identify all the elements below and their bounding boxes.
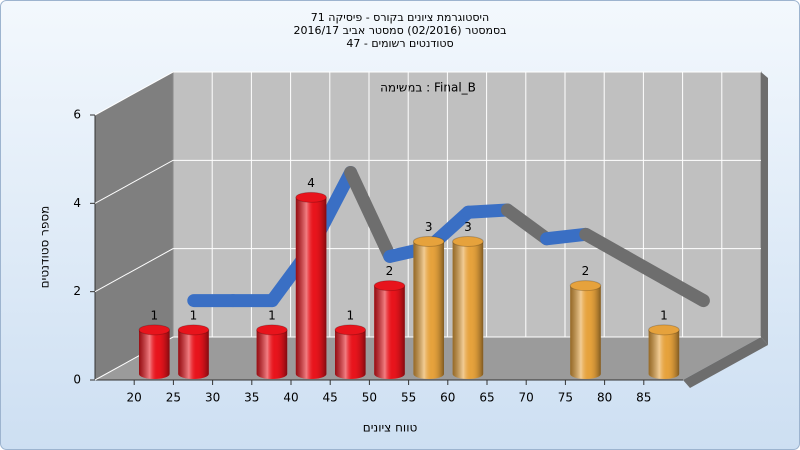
value-label: 1 xyxy=(268,308,276,322)
y-axis-label: מספר סטודנטים xyxy=(38,206,52,289)
x-tick-label: 85 xyxy=(636,391,651,405)
title-line: סטודנטים רשומים - 47 xyxy=(346,37,453,50)
bar-top xyxy=(138,324,171,336)
bar-shade xyxy=(570,285,601,379)
bar-top xyxy=(569,280,602,292)
value-label: 2 xyxy=(386,264,394,278)
y-tick-label: 0 xyxy=(73,373,81,387)
y-tick-label: 4 xyxy=(73,196,81,210)
x-tick-label: 55 xyxy=(401,391,416,405)
value-label: 1 xyxy=(150,308,158,322)
floor-edge xyxy=(683,337,768,388)
y-tick-label: 2 xyxy=(73,284,81,298)
value-label: 3 xyxy=(464,220,472,234)
value-label: 1 xyxy=(346,308,354,322)
x-tick-label: 60 xyxy=(440,391,455,405)
wall-edge xyxy=(761,72,768,345)
bar-shade xyxy=(139,329,170,379)
trend-ribbon xyxy=(540,227,593,246)
bar-shade xyxy=(648,329,680,379)
bar-top xyxy=(412,236,445,247)
bar-top xyxy=(452,236,484,247)
left-wall xyxy=(95,72,173,380)
x-tick-label: 75 xyxy=(558,391,573,405)
bar-shade xyxy=(413,241,444,379)
annotation: במשימה : Final_B xyxy=(380,81,476,95)
x-tick-label: 35 xyxy=(244,391,259,405)
bar-shade xyxy=(178,329,209,379)
x-tick-label: 30 xyxy=(205,391,220,405)
title-line: בסמסטר (02/2016) סמסטר אביב 2016/17 xyxy=(293,24,506,37)
trend-ribbon xyxy=(461,203,514,219)
trend-ribbon xyxy=(618,249,671,285)
x-tick-label: 20 xyxy=(127,391,142,405)
x-axis-label: טווח ציונים xyxy=(363,421,418,435)
x-tick-label: 40 xyxy=(283,391,298,405)
bar-shade xyxy=(452,241,484,379)
trend-ribbon xyxy=(657,272,710,308)
x-tick-label: 70 xyxy=(519,391,534,405)
x-tick-label: 45 xyxy=(323,391,338,405)
value-label: 4 xyxy=(307,176,315,190)
title-line: היסטוגרמת ציונים בקורס - פיסיקה 71 xyxy=(311,11,489,24)
trend-ribbon xyxy=(579,227,632,263)
bar-shade xyxy=(335,329,366,379)
bar-top xyxy=(373,280,406,292)
bar-top xyxy=(334,324,367,336)
x-tick-label: 80 xyxy=(597,391,612,405)
bar-shade xyxy=(256,329,288,379)
bar-shade xyxy=(295,197,327,379)
value-label: 3 xyxy=(425,220,433,234)
value-label: 1 xyxy=(190,308,198,322)
bar-top xyxy=(295,191,327,203)
trend-ribbon xyxy=(344,166,397,263)
y-tick-label: 6 xyxy=(73,108,81,122)
value-label: 2 xyxy=(582,264,590,278)
bar-top xyxy=(177,324,210,336)
bar-top xyxy=(256,324,288,336)
x-tick-label: 25 xyxy=(166,391,181,405)
bar-top xyxy=(648,324,680,336)
trend-ribbon xyxy=(500,203,554,246)
bar-shade xyxy=(374,285,405,379)
x-tick-label: 50 xyxy=(362,391,377,405)
value-label: 1 xyxy=(660,308,668,322)
x-tick-label: 65 xyxy=(479,391,494,405)
